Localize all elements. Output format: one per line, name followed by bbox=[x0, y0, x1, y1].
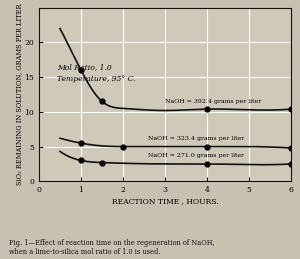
Text: Mol Ratio, 1.0: Mol Ratio, 1.0 bbox=[57, 63, 111, 71]
Text: NaOH = 323.4 grams per liter: NaOH = 323.4 grams per liter bbox=[148, 136, 244, 141]
Y-axis label: SiO₂ REMAINING IN SOLUTION, GRAMS PER LITER: SiO₂ REMAINING IN SOLUTION, GRAMS PER LI… bbox=[15, 4, 23, 185]
Text: NaOH = 392.4 grams per liter: NaOH = 392.4 grams per liter bbox=[165, 99, 261, 104]
Text: Fig. 1—Effect of reaction time on the regeneration of NaOH,
when a lime-to-silic: Fig. 1—Effect of reaction time on the re… bbox=[9, 239, 214, 256]
Text: Temperature, 95° C.: Temperature, 95° C. bbox=[57, 75, 135, 83]
X-axis label: REACTION TIME , HOURS.: REACTION TIME , HOURS. bbox=[112, 197, 218, 205]
Text: NaOH = 271.0 grams per liter: NaOH = 271.0 grams per liter bbox=[148, 153, 244, 158]
